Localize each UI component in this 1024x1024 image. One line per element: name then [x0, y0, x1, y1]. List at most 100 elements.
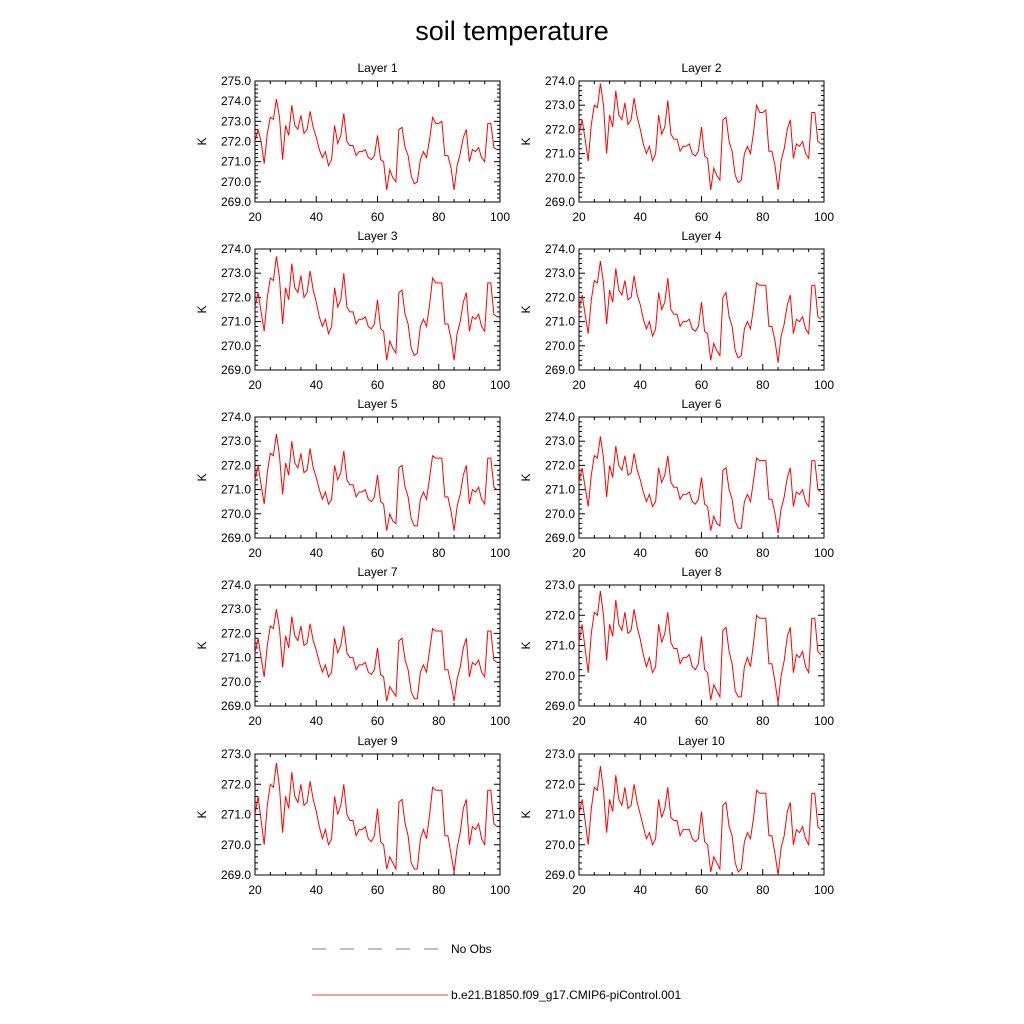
panel-8-ytick-label: 269.0	[545, 699, 575, 713]
panel-5-ytick-label: 270.0	[221, 507, 251, 521]
panel-4-ytick-label: 274.0	[545, 242, 575, 256]
panel-3-xtick-label: 80	[432, 378, 446, 392]
panel-3-xtick-label: 20	[248, 378, 262, 392]
panel-6-xtick-label: 60	[695, 546, 709, 560]
legend-model-label: b.e21.B1850.f09_g17.CMIP6-piControl.001	[451, 988, 681, 1002]
panel-9-ytick-label: 271.0	[221, 808, 251, 822]
panel-5-ytick-label: 273.0	[221, 434, 251, 448]
panel-8-xtick-label: 40	[634, 714, 648, 728]
panel-1-title: Layer 1	[357, 61, 397, 75]
panel-grid: Layer 1 K 20 40 60 80 100 269.0 270.0 271.0 272.0 2…	[195, 61, 834, 897]
panel-2-ytick-label: 270.0	[545, 171, 575, 185]
panel-10-ytick-label: 271.0	[545, 808, 575, 822]
panel-3-ylabel: K	[195, 305, 209, 313]
panel-2: Layer 2 K 20 40 60 80 100 269.0 270.0 271.0 272.0 2…	[519, 61, 834, 224]
panel-3-ytick-label: 269.0	[221, 363, 251, 377]
panel-1-ytick-label: 271.0	[221, 155, 251, 169]
panel-5-ytick-label: 274.0	[221, 410, 251, 424]
panel-7-ytick-label: 274.0	[221, 578, 251, 592]
panel-7-ytick-label: 272.0	[221, 626, 251, 640]
panel-1-ytick-label: 269.0	[221, 195, 251, 209]
panel-1-ytick-label: 275.0	[221, 74, 251, 88]
panel-4-xtick-label: 20	[572, 378, 586, 392]
panel-4-ylabel: K	[519, 305, 533, 313]
panel-5-ytick-label: 271.0	[221, 483, 251, 497]
panel-10-ytick-label: 269.0	[545, 868, 575, 882]
panel-3-ytick-label: 272.0	[221, 290, 251, 304]
panel-5-ylabel: K	[195, 473, 209, 481]
panel-2-xtick-label: 100	[814, 210, 834, 224]
panel-8-ytick-label: 270.0	[545, 669, 575, 683]
panel-7-xtick-label: 100	[490, 714, 510, 728]
panel-2-frame	[578, 80, 825, 203]
panel-9-xtick-label: 20	[248, 883, 262, 897]
panel-1: Layer 1 K 20 40 60 80 100 269.0 270.0 271.0 272.0 2…	[195, 61, 510, 224]
panel-4-ytick-label: 272.0	[545, 290, 575, 304]
panel-1-ytick-label: 270.0	[221, 175, 251, 189]
panel-4-series-line	[578, 261, 822, 363]
panel-9-xtick-label: 100	[490, 883, 510, 897]
panel-2-ytick-label: 274.0	[545, 74, 575, 88]
panel-7-ytick-label: 270.0	[221, 675, 251, 689]
panel-10-ytick-label: 272.0	[545, 777, 575, 791]
panel-8-xtick-label: 20	[572, 714, 586, 728]
panel-7-xtick-label: 40	[310, 714, 324, 728]
panel-10: Layer 10 K 20 40 60 80 100 269.0 270.0 271.0 272.0…	[519, 734, 834, 897]
panel-1-xtick-label: 20	[248, 210, 262, 224]
panel-1-xtick-label: 80	[432, 210, 446, 224]
panel-10-ytick-label: 270.0	[545, 838, 575, 852]
panel-4-xtick-label: 80	[756, 378, 770, 392]
panel-8-title: Layer 8	[681, 565, 721, 579]
panel-4-ytick-label: 269.0	[545, 363, 575, 377]
panel-3-xtick-label: 40	[310, 378, 324, 392]
panel-8-xtick-label: 60	[695, 714, 709, 728]
panel-7-ylabel: K	[195, 641, 209, 649]
panel-10-ytick-label: 273.0	[545, 747, 575, 761]
panel-3-ytick-label: 271.0	[221, 315, 251, 329]
panel-3-series-line	[254, 256, 498, 361]
panel-7-xtick-label: 80	[432, 714, 446, 728]
panel-2-ylabel: K	[519, 137, 533, 145]
panel-10-xtick-label: 60	[695, 883, 709, 897]
panel-7: Layer 7 K 20 40 60 80 100 269.0 270.0 271.0 272.0 2…	[195, 565, 510, 728]
panel-6-ytick-label: 270.0	[545, 507, 575, 521]
panel-7-xtick-label: 60	[371, 714, 385, 728]
panel-3-xtick-label: 60	[371, 378, 385, 392]
panel-1-ylabel: K	[195, 137, 209, 145]
panel-5-title: Layer 5	[357, 397, 397, 411]
panel-1-xtick-label: 40	[310, 210, 324, 224]
panel-7-xtick-label: 20	[248, 714, 262, 728]
panel-1-frame	[254, 80, 501, 203]
panel-2-xtick-label: 40	[634, 210, 648, 224]
panel-3-ytick-label: 274.0	[221, 242, 251, 256]
panel-5-xtick-label: 60	[371, 546, 385, 560]
panel-6-xtick-label: 100	[814, 546, 834, 560]
panel-5: Layer 5 K 20 40 60 80 100 269.0 270.0 271.0 272.0 2…	[195, 397, 510, 560]
panel-8-ytick-label: 272.0	[545, 608, 575, 622]
panel-4-title: Layer 4	[681, 229, 721, 243]
panel-9-title: Layer 9	[357, 734, 397, 748]
panel-3-ytick-label: 273.0	[221, 266, 251, 280]
panel-3-ytick-label: 270.0	[221, 339, 251, 353]
panel-9-xtick-label: 80	[432, 883, 446, 897]
panel-2-title: Layer 2	[681, 61, 721, 75]
panel-1-xtick-label: 60	[371, 210, 385, 224]
panel-7-title: Layer 7	[357, 565, 397, 579]
panel-2-ytick-label: 273.0	[545, 98, 575, 112]
panel-9-ytick-label: 270.0	[221, 838, 251, 852]
panel-6-ytick-label: 272.0	[545, 458, 575, 472]
panel-6-title: Layer 6	[681, 397, 721, 411]
panel-10-xtick-label: 80	[756, 883, 770, 897]
panel-8: Layer 8 K 20 40 60 80 100 269.0 270.0 271.0 272.0 2…	[519, 565, 834, 728]
panel-9-ylabel: K	[195, 810, 209, 818]
panel-2-ytick-label: 272.0	[545, 122, 575, 136]
panel-8-ytick-label: 273.0	[545, 578, 575, 592]
panel-4-xtick-label: 100	[814, 378, 834, 392]
panel-5-ytick-label: 272.0	[221, 458, 251, 472]
panel-4-ytick-label: 273.0	[545, 266, 575, 280]
panel-8-series-line	[578, 590, 822, 704]
panel-4-ytick-label: 270.0	[545, 339, 575, 353]
panel-7-series-line	[254, 609, 498, 702]
panel-5-xtick-label: 80	[432, 546, 446, 560]
